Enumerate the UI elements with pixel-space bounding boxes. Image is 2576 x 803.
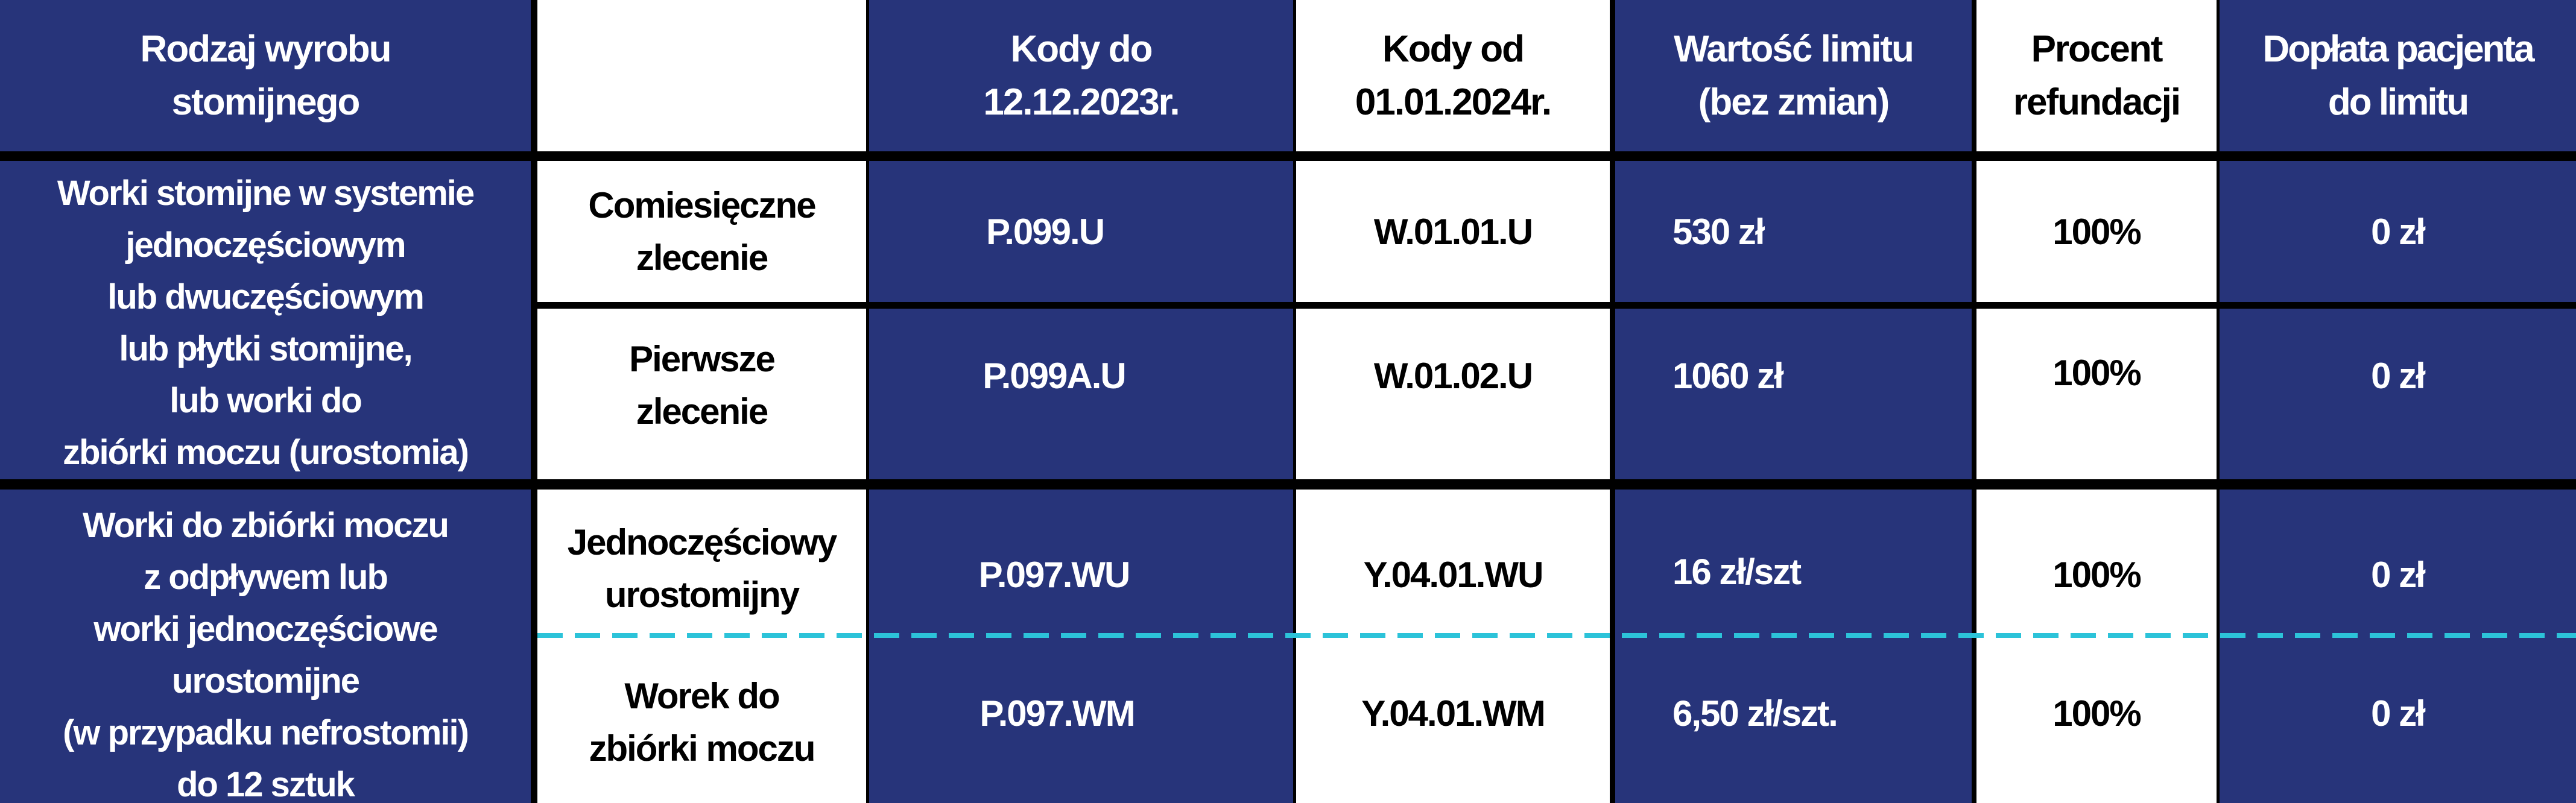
new-code: W.01.01.U [1373,211,1533,252]
header-text: Wartość limitu (bez zmian) [1674,28,1914,123]
order-type-cell: Pierwsze zlecenie [537,309,866,479]
refund-value: 100% [2052,211,2141,252]
new-code: Y.04.01.WU [1363,554,1544,595]
new-code: Y.04.01.WM [1361,693,1545,734]
old-code-cell: P.099.U [869,161,1293,302]
dashed-divider [537,633,2576,638]
refund-cell: 100% [1976,635,2217,803]
header-text: Rodzaj wyrobu stomijnego [140,28,392,123]
header-codes-until: Kody do 12.12.2023r. [869,0,1293,151]
order-type-cell: Worek do zbiórki moczu [537,635,866,803]
copay-value: 0 zł [2371,554,2426,595]
limit-cell: 16 zł/szt [1615,490,1972,635]
refund-cell: 100% [1976,490,2217,635]
category-cell: Worki do zbiórki moczu z odpływem lub wo… [0,490,531,803]
copay-cell: 0 zł [2220,635,2576,803]
refund-cell: 100% [1976,309,2217,479]
limit-cell: 6,50 zł/szt. [1615,635,1972,803]
order-type: Pierwsze zlecenie [629,338,776,432]
category-text: Worki stomijne w systemie jednoczęściowy… [57,174,475,472]
copay-cell: 0 zł [2220,161,2576,302]
new-code-cell: W.01.02.U [1296,309,1610,479]
order-type: Worek do zbiórki moczu [589,676,815,769]
new-code-cell: W.01.01.U [1296,161,1610,302]
header-refund-percent: Procent refundacji [1976,0,2217,151]
new-code-cell: Y.04.01.WU [1296,490,1610,635]
old-code-cell: P.097.WU [869,490,1293,635]
order-type-cell: Jednoczęściowy urostomijny [537,490,866,635]
order-type-cell: Comiesięczne zlecenie [537,161,866,302]
refund-value: 100% [2052,554,2141,595]
header-text: Kody od 01.01.2024r. [1355,28,1552,123]
old-code: P.097.WM [979,693,1135,734]
category-text: Worki do zbiórki moczu z odpływem lub wo… [63,506,469,803]
limit-cell: 1060 zł [1615,309,1972,479]
old-code: P.099.U [986,211,1105,252]
limit-value: 1060 zł [1673,356,1784,396]
copay-cell: 0 zł [2220,309,2576,479]
new-code: W.01.02.U [1373,356,1533,396]
header-text: Procent refundacji [2013,28,2181,123]
old-code-cell: P.099A.U [869,309,1293,479]
limit-value: 16 zł/szt [1673,551,1802,592]
new-code-cell: Y.04.01.WM [1296,635,1610,803]
header-codes-from: Kody od 01.01.2024r. [1296,0,1610,151]
header-empty [537,0,866,151]
header-patient-copay: Dopłata pacjenta do limitu [2220,0,2576,151]
old-code: P.099A.U [983,356,1126,396]
category-cell: Worki stomijne w systemie jednoczęściowy… [0,161,531,479]
header-limit-value: Wartość limitu (bez zmian) [1615,0,1972,151]
old-code: P.097.WU [978,554,1131,595]
limit-value: 6,50 zł/szt. [1673,693,1838,734]
copay-cell: 0 zł [2220,490,2576,635]
copay-value: 0 zł [2371,356,2426,396]
limit-value: 530 zł [1673,211,1765,252]
old-code-cell: P.097.WM [869,635,1293,803]
refund-value: 100% [2052,693,2141,734]
limit-cell: 530 zł [1615,161,1972,302]
copay-value: 0 zł [2371,211,2426,252]
header-text: Kody do 12.12.2023r. [983,28,1180,123]
header-product-type: Rodzaj wyrobu stomijnego [0,0,531,151]
order-type: Comiesięczne zlecenie [588,185,816,278]
header-text: Dopłata pacjenta do limitu [2262,28,2534,123]
copay-value: 0 zł [2371,693,2426,734]
refund-value: 100% [2052,353,2141,393]
order-type: Jednoczęściowy urostomijny [567,522,838,615]
refund-cell: 100% [1976,161,2217,302]
